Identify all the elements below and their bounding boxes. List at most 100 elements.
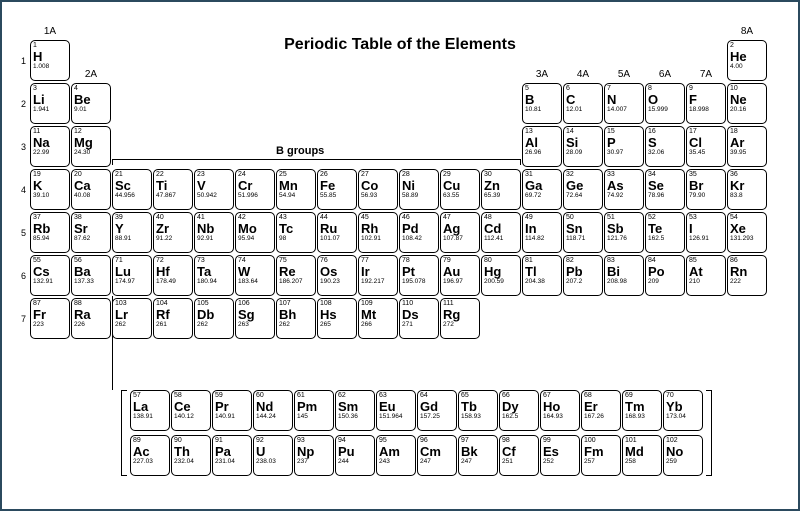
atomic-mass: 208.98 [607, 279, 641, 286]
atomic-number: 100 [584, 437, 618, 444]
element-symbol: Br [689, 179, 723, 192]
b-groups-bracket-line [112, 159, 521, 160]
element-cell-tc: 43Tc98 [276, 212, 316, 253]
atomic-number: 27 [361, 171, 395, 178]
element-symbol: Ge [566, 179, 600, 192]
element-cell-cl: 17Cl35.45 [686, 126, 726, 167]
atomic-mass: 79.90 [689, 193, 723, 200]
element-cell-dy: 66Dy162.5 [499, 390, 539, 431]
element-symbol: Ru [320, 222, 354, 235]
atomic-mass: 1.008 [33, 64, 67, 71]
element-symbol: Cd [484, 222, 518, 235]
atomic-mass: 26.96 [525, 150, 559, 157]
element-symbol: Cl [689, 136, 723, 149]
period-label-4: 4 [16, 185, 26, 195]
element-cell-nd: 60Nd144.24 [253, 390, 293, 431]
atomic-mass: 10.81 [525, 107, 559, 114]
element-symbol: Rb [33, 222, 67, 235]
element-symbol: Th [174, 445, 208, 458]
element-cell-in: 49In114.82 [522, 212, 562, 253]
element-symbol: Pb [566, 265, 600, 278]
atomic-mass: 168.93 [625, 414, 659, 421]
atomic-number: 32 [566, 171, 600, 178]
element-symbol: Ce [174, 400, 208, 413]
atomic-mass: 144.24 [256, 414, 290, 421]
atomic-number: 76 [320, 257, 354, 264]
atomic-number: 8 [648, 85, 682, 92]
atomic-number: 56 [74, 257, 108, 264]
atomic-mass: 56.93 [361, 193, 395, 200]
atomic-number: 71 [115, 257, 149, 264]
element-cell-bk: 97Bk247 [458, 435, 498, 476]
atomic-mass: 98 [279, 236, 313, 243]
element-cell-sg: 106Sg263 [235, 298, 275, 339]
element-cell-eu: 63Eu151.964 [376, 390, 416, 431]
element-symbol: Ho [543, 400, 577, 413]
period-label-3: 3 [16, 142, 26, 152]
element-cell-cf: 98Cf251 [499, 435, 539, 476]
element-symbol: W [238, 265, 272, 278]
atomic-mass: 207.2 [566, 279, 600, 286]
atomic-number: 44 [320, 214, 354, 221]
group-label-8a: 8A [727, 26, 767, 37]
atomic-mass: 14.007 [607, 107, 641, 114]
atomic-number: 107 [279, 300, 313, 307]
element-symbol: Tc [279, 222, 313, 235]
element-cell-ga: 31Ga69.72 [522, 169, 562, 210]
element-symbol: Bk [461, 445, 495, 458]
element-cell-rh: 45Rh102.91 [358, 212, 398, 253]
atomic-number: 94 [338, 437, 372, 444]
element-symbol: Po [648, 265, 682, 278]
atomic-number: 42 [238, 214, 272, 221]
group-label-4a: 4A [563, 69, 603, 80]
atomic-number: 93 [297, 437, 331, 444]
element-symbol: Ti [156, 179, 190, 192]
period-label-7: 7 [16, 314, 26, 324]
element-cell-sm: 62Sm150.36 [335, 390, 375, 431]
element-symbol: Ni [402, 179, 436, 192]
element-symbol: Re [279, 265, 313, 278]
atomic-mass: 261 [156, 322, 190, 329]
element-cell-fm: 100Fm257 [581, 435, 621, 476]
atomic-mass: 262 [115, 322, 149, 329]
atomic-mass: 91.22 [156, 236, 190, 243]
element-cell-cr: 24Cr51.996 [235, 169, 275, 210]
group-label-6a: 6A [645, 69, 685, 80]
element-cell-au: 79Au196.97 [440, 255, 480, 296]
element-cell-lr: 103Lr262 [112, 298, 152, 339]
element-cell-tl: 81Tl204.38 [522, 255, 562, 296]
element-cell-fr: 87Fr223 [30, 298, 70, 339]
atomic-mass: 63.55 [443, 193, 477, 200]
element-cell-o: 8O15.999 [645, 83, 685, 124]
element-symbol: Sc [115, 179, 149, 192]
atomic-number: 83 [607, 257, 641, 264]
element-cell-cu: 29Cu63.55 [440, 169, 480, 210]
atomic-number: 61 [297, 392, 331, 399]
atomic-mass: 180.94 [197, 279, 231, 286]
element-cell-sn: 50Sn118.71 [563, 212, 603, 253]
b-groups-label: B groups [276, 145, 324, 157]
atomic-number: 38 [74, 214, 108, 221]
atomic-mass: 51.996 [238, 193, 272, 200]
atomic-mass: 18.998 [689, 107, 723, 114]
fblock-connector [112, 296, 113, 390]
atomic-number: 34 [648, 171, 682, 178]
element-cell-db: 105Db262 [194, 298, 234, 339]
element-cell-ge: 32Ge72.64 [563, 169, 603, 210]
element-cell-ba: 56Ba137.33 [71, 255, 111, 296]
element-cell-es: 99Es252 [540, 435, 580, 476]
element-cell-h: 1H1.008 [30, 40, 70, 81]
element-cell-yb: 70Yb173.04 [663, 390, 703, 431]
atomic-mass: 262 [197, 322, 231, 329]
periodic-table-frame: Periodic Table of the Elements 1H1.0082H… [0, 0, 800, 511]
atomic-mass: 85.94 [33, 236, 67, 243]
atomic-number: 30 [484, 171, 518, 178]
atomic-number: 33 [607, 171, 641, 178]
element-cell-li: 3Li1.941 [30, 83, 70, 124]
element-cell-la: 57La138.91 [130, 390, 170, 431]
element-cell-np: 93Np237 [294, 435, 334, 476]
atomic-number: 86 [730, 257, 764, 264]
element-cell-rn: 86Rn222 [727, 255, 767, 296]
element-cell-c: 6C12.01 [563, 83, 603, 124]
atomic-mass: 243 [379, 459, 413, 466]
